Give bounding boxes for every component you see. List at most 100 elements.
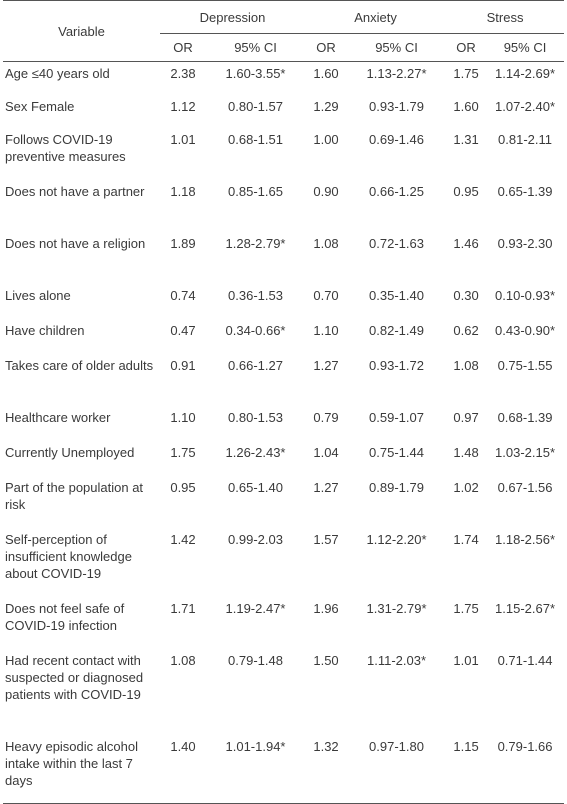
ci-cell: 0.75-1.55 bbox=[497, 357, 553, 373]
variable-cell: Heavy episodic alcohol intake within the… bbox=[3, 734, 160, 804]
or-cell: 1.00 bbox=[313, 131, 339, 147]
ci-cell: 1.12-2.20* bbox=[366, 531, 427, 547]
table-row: Does not feel safe of COVID-19 infection… bbox=[3, 597, 564, 649]
table-row: Had recent contact with suspected or dia… bbox=[3, 649, 564, 735]
or-cell: 1.04 bbox=[313, 444, 339, 460]
header-row-groups: Variable Depression Anxiety Stress bbox=[3, 0, 565, 62]
or-cell: 0.79 bbox=[313, 409, 339, 425]
ci-cell: 0.93-2.30 bbox=[497, 235, 553, 251]
table-row: Healthcare worker 1.10 0.80-1.53 0.79 0.59-1… bbox=[3, 406, 564, 441]
ci-cell: 0.97-1.80 bbox=[347, 734, 447, 804]
or-cell: 1.42 bbox=[170, 531, 196, 547]
ci-cell: 1.03-2.15* bbox=[495, 444, 556, 460]
anxiety-header: Anxiety bbox=[305, 0, 447, 34]
ci-cell: 0.36-1.53 bbox=[228, 287, 283, 303]
or-cell: 0.47 bbox=[170, 322, 196, 338]
variable-cell: Self-perception of insufficient knowledg… bbox=[5, 531, 132, 581]
ci-cell: 1.31-2.79* bbox=[366, 600, 427, 616]
ci-cell: 1.19-2.47* bbox=[225, 600, 286, 616]
or-cell: 1.01 bbox=[170, 131, 196, 147]
or-cell: 1.08 bbox=[453, 357, 479, 373]
ci-cell: 1.60-3.55* bbox=[225, 66, 286, 81]
ci-cell: 0.68-1.39 bbox=[497, 409, 553, 425]
depression-header: Depression bbox=[160, 0, 306, 34]
or-cell: 1.15 bbox=[446, 734, 487, 804]
or-cell: 1.08 bbox=[313, 235, 339, 251]
or-cell: 1.10 bbox=[170, 409, 196, 425]
variable-cell: Currently Unemployed bbox=[5, 444, 135, 460]
variable-cell: Have children bbox=[5, 322, 85, 338]
or-cell: 1.32 bbox=[305, 734, 348, 804]
ci-cell: 1.01-1.94* bbox=[206, 734, 306, 804]
ci-cell: 0.43-0.90* bbox=[495, 322, 556, 338]
stress-header: Stress bbox=[446, 0, 565, 34]
variable-cell: Does not have a religion bbox=[5, 235, 146, 251]
or-cell: 1.75 bbox=[170, 444, 196, 460]
or-cell: 1.48 bbox=[453, 444, 479, 460]
or-cell: 1.40 bbox=[160, 734, 206, 804]
table-row: Heavy episodic alcohol intake within the… bbox=[3, 734, 565, 804]
ci-cell: 0.71-1.44 bbox=[497, 652, 553, 668]
ci-cell: 1.15-2.67* bbox=[495, 600, 556, 616]
ci-cell: 1.28-2.79* bbox=[225, 235, 286, 251]
or-cell: 1.74 bbox=[453, 531, 479, 547]
table-row: Age ≤40 years old 2.38 1.60-3.55* 1.60 1.13-… bbox=[3, 62, 564, 95]
or-cell: 1.89 bbox=[170, 235, 196, 251]
ci-cell: 0.69-1.46 bbox=[369, 131, 424, 147]
or-cell: 1.60 bbox=[453, 98, 479, 114]
or-cell: 1.27 bbox=[313, 479, 339, 495]
or-cell: 1.96 bbox=[313, 600, 339, 616]
table-row: Does not have a religion 1.89 1.28-2.79* 1.… bbox=[3, 232, 564, 284]
or-cell: 1.46 bbox=[453, 235, 479, 251]
ci-cell: 0.66-1.25 bbox=[369, 183, 424, 199]
ci-cell: 0.99-2.03 bbox=[228, 531, 283, 547]
or-cell: 1.60 bbox=[313, 66, 339, 81]
variable-cell: Takes care of older adults bbox=[5, 357, 154, 373]
or-cell: 1.71 bbox=[170, 600, 196, 616]
table-body: Age ≤40 years old 2.38 1.60-3.55* 1.60 1.13-… bbox=[3, 62, 565, 804]
variable-cell: Had recent contact with suspected or dia… bbox=[5, 652, 144, 702]
or-cell: 1.12 bbox=[170, 98, 196, 114]
or-cell: 2.38 bbox=[170, 66, 196, 81]
or-cell: 1.31 bbox=[453, 131, 479, 147]
or-cell: 0.30 bbox=[453, 287, 479, 303]
variable-cell: Follows COVID-19 preventive measures bbox=[5, 131, 126, 164]
ci-cell: 0.68-1.51 bbox=[228, 131, 283, 147]
or-cell: 1.57 bbox=[313, 531, 339, 547]
ci-cell: 0.66-1.27 bbox=[228, 357, 283, 373]
ci-cell: 0.72-1.63 bbox=[369, 235, 424, 251]
or-cell: 0.95 bbox=[453, 183, 479, 199]
variable-cell: Sex Female bbox=[5, 98, 75, 114]
ci-cell: 0.35-1.40 bbox=[369, 287, 424, 303]
or-cell: 0.74 bbox=[170, 287, 196, 303]
ci-cell: 0.75-1.44 bbox=[369, 444, 424, 460]
or-cell: 0.95 bbox=[170, 479, 196, 495]
or-cell: 1.10 bbox=[313, 322, 339, 338]
table-row: Self-perception of insufficient knowledg… bbox=[3, 528, 564, 597]
table-row: Follows COVID-19 preventive measures 1.01… bbox=[3, 128, 564, 180]
or-cell: 1.18 bbox=[170, 183, 196, 199]
or-cell: 1.75 bbox=[453, 600, 479, 616]
or-cell: 1.01 bbox=[453, 652, 479, 668]
ci-header: 95% CI bbox=[486, 33, 565, 62]
or-cell: 1.50 bbox=[313, 652, 339, 668]
or-cell: 1.29 bbox=[313, 98, 339, 114]
table-row: Takes care of older adults 0.91 0.66-1.27 1… bbox=[3, 354, 564, 406]
results-table: Variable Depression Anxiety Stress OR 95… bbox=[3, 0, 565, 804]
table-row: Sex Female 1.12 0.80-1.57 1.29 0.93-1.79 1.60… bbox=[3, 95, 564, 128]
or-cell: 0.62 bbox=[453, 322, 479, 338]
ci-cell: 0.79-1.66 bbox=[486, 734, 565, 804]
or-cell: 1.27 bbox=[313, 357, 339, 373]
ci-cell: 0.80-1.53 bbox=[228, 409, 283, 425]
variable-cell: Does not feel safe of COVID-19 infection bbox=[5, 600, 125, 633]
header-row-stats: OR 95% CI OR 95% CI OR 95% CI bbox=[3, 33, 565, 62]
ci-cell: 0.65-1.40 bbox=[228, 479, 283, 495]
ci-cell: 0.67-1.56 bbox=[497, 479, 553, 495]
table-row: Currently Unemployed 1.75 1.26-2.43* 1.04 0.… bbox=[3, 441, 564, 476]
ci-cell: 0.93-1.79 bbox=[369, 98, 424, 114]
ci-cell: 0.85-1.65 bbox=[228, 183, 283, 199]
or-cell: 0.97 bbox=[453, 409, 479, 425]
ci-header: 95% CI bbox=[206, 33, 306, 62]
or-cell: 0.70 bbox=[313, 287, 339, 303]
